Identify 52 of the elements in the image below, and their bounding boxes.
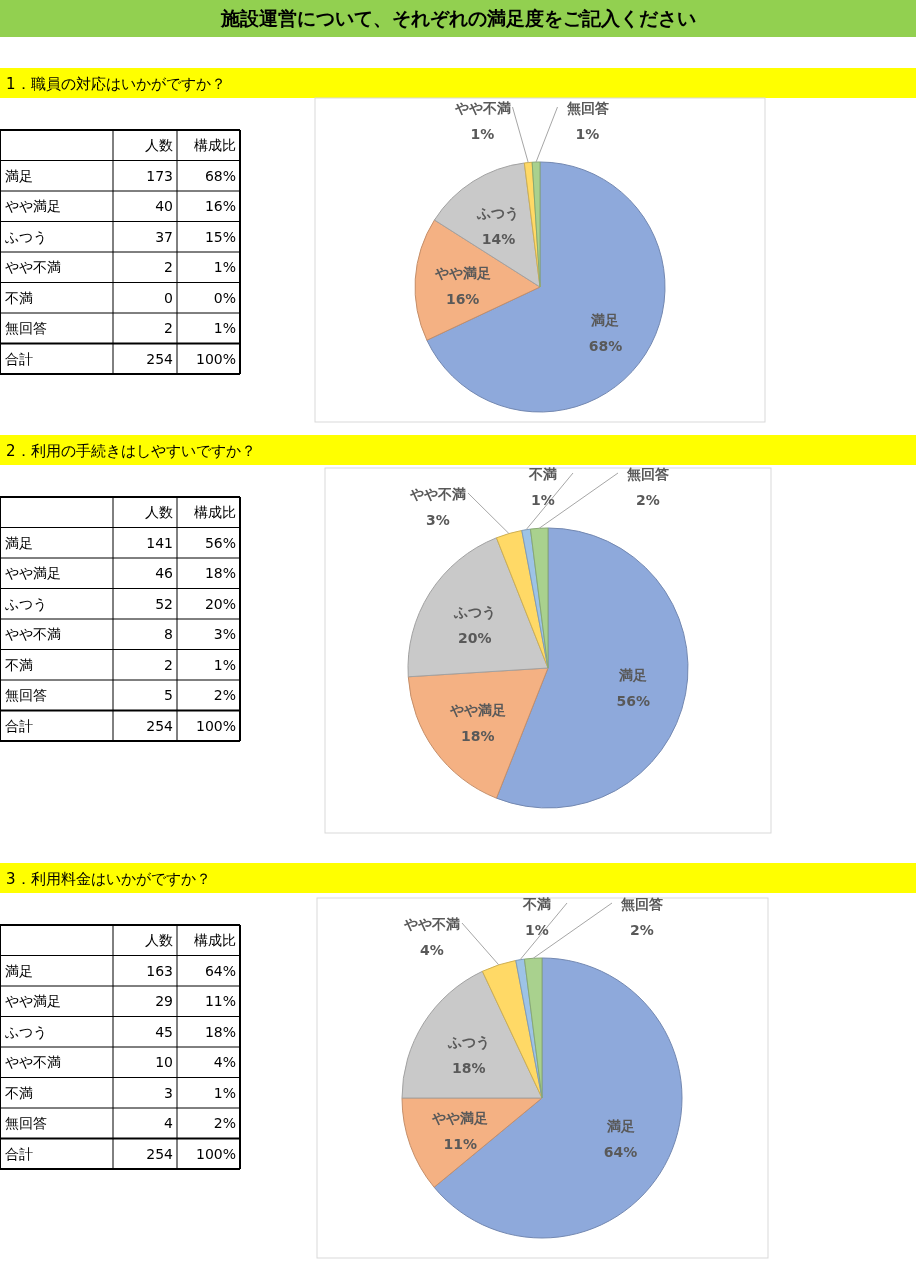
slice-label: 満足 <box>618 667 648 684</box>
pie-slice <box>433 162 541 288</box>
data-label: 18% <box>461 728 495 745</box>
data-label: 1% <box>531 492 555 508</box>
pie-slice <box>495 529 549 669</box>
slice-label: 不満 <box>528 466 557 482</box>
slice-label: 不満 <box>522 896 551 912</box>
text: 3．利用料金はいかがですか？ <box>6 870 211 888</box>
text: 2．利用の手続きはしやすいですか？ <box>6 442 256 460</box>
summary-table: 人数 構成比 満足 163 64% やや満足 29 11% ふつう 45 18% やや不満 10 4% 不満 3 1% 無回答 4 2% 合計 254 100% <box>0 924 241 1170</box>
data-label: 3% <box>426 512 450 528</box>
slice-label: やや不満 <box>453 100 511 116</box>
text: 1．職員の対応はいかがですか？ <box>6 75 226 93</box>
pie-slice <box>529 527 549 669</box>
pie-slice <box>523 957 543 1099</box>
pie-slice <box>433 957 683 1239</box>
summary-table: 人数 構成比 満足 173 68% やや満足 40 16% ふつう 37 15% やや不満 2 1% 不満 0 0% 無回答 2 1% 合計 254 100% <box>0 129 241 375</box>
data-label: 64% <box>603 1143 638 1160</box>
slice-label: やや満足 <box>431 1110 489 1127</box>
data-label: 20% <box>457 630 492 647</box>
pie-slice <box>426 161 666 413</box>
slice-label: やや満足 <box>448 702 506 719</box>
slice-label: 満足 <box>590 311 620 328</box>
slice-label: 無回答 <box>626 466 669 482</box>
slice-label: ふつう <box>446 1034 490 1052</box>
data-label: 1% <box>575 126 600 142</box>
data-label: 16% <box>445 291 480 308</box>
data-label: 2% <box>630 922 654 938</box>
slice-label: やや不満 <box>409 486 466 502</box>
pie-slice <box>531 161 541 288</box>
pie-slice <box>407 537 549 678</box>
slice-label: ふつう <box>452 604 496 622</box>
slice-label: 無回答 <box>565 100 609 116</box>
pie-slice <box>401 970 543 1099</box>
slice-label: ふつう <box>476 204 520 222</box>
data-label: 1% <box>525 922 549 938</box>
data-label: 18% <box>451 1060 486 1077</box>
data-label: 11% <box>443 1136 478 1153</box>
summary-table: 人数 構成比 満足 141 56% やや満足 46 18% ふつう 52 20% やや不満 8 3% 不満 2 1% 無回答 5 2% 合計 254 100% <box>0 496 241 742</box>
data-label: 14% <box>481 230 516 247</box>
data-label: 4% <box>420 942 444 958</box>
slice-label: 無回答 <box>620 896 663 912</box>
data-label: 68% <box>588 337 623 354</box>
slice-label: やや満足 <box>433 265 491 282</box>
pie-slice <box>414 219 541 341</box>
data-label: 56% <box>616 693 651 710</box>
chart-title: 施設運営について、それぞれの満足度をご記入ください <box>219 7 696 29</box>
slice-label: やや不満 <box>403 916 460 932</box>
data-label: 1% <box>470 126 495 142</box>
pie-slice <box>407 667 549 799</box>
data-label: 2% <box>636 492 660 508</box>
slice-label: 満足 <box>605 1117 635 1134</box>
